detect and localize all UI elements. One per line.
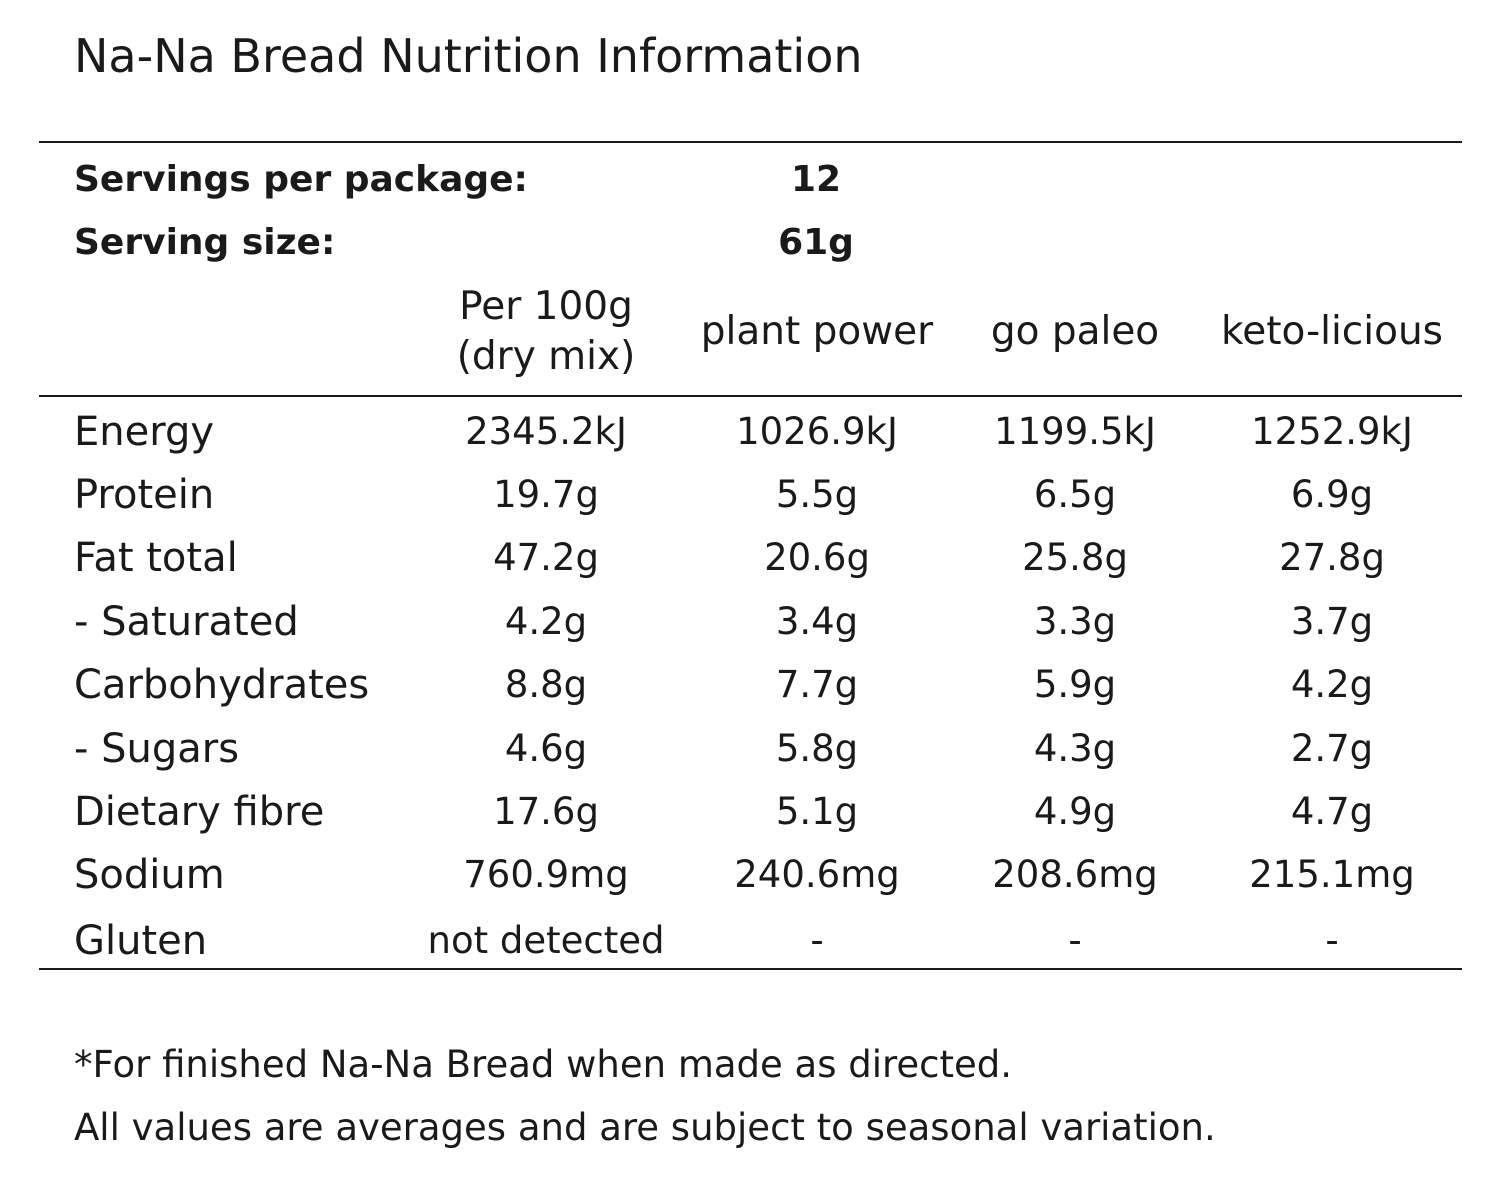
row-value-keto-licious: 1252.9kJ: [1251, 410, 1413, 453]
row-value-per-100g: 8.8g: [504, 663, 588, 706]
row-value-per-100g: 760.9mg: [463, 853, 629, 896]
row-value-per-100g: not detected: [427, 919, 665, 962]
row-value-keto-licious: 3.7g: [1290, 600, 1374, 643]
row-value-go-paleo: 6.5g: [1033, 473, 1117, 516]
column-header-per-100g-line2: (dry mix): [456, 334, 636, 379]
row-value-go-paleo: 25.8g: [1022, 536, 1128, 579]
row-value-go-paleo: 3.3g: [1033, 600, 1117, 643]
row-label: Dietary fibre: [74, 789, 325, 835]
column-header-keto-licious: keto-licious: [1221, 309, 1443, 354]
row-value-per-100g: 17.6g: [493, 790, 599, 833]
divider-mid: [39, 395, 1462, 397]
row-value-go-paleo: 1199.5kJ: [994, 410, 1156, 453]
page-title: Na-Na Bread Nutrition Information: [74, 29, 863, 83]
row-value-plant-power: 240.6mg: [734, 853, 900, 896]
row-value-keto-licious: 27.8g: [1279, 536, 1385, 579]
row-label: Energy: [74, 409, 215, 455]
row-value-go-paleo: 5.9g: [1033, 663, 1117, 706]
row-value-keto-licious: 2.7g: [1290, 727, 1374, 770]
row-label: Protein: [74, 472, 215, 518]
row-value-plant-power: 1026.9kJ: [736, 410, 898, 453]
row-label: Fat total: [74, 535, 238, 581]
servings-per-package-value: 12: [790, 159, 842, 200]
column-header-per-100g: Per 100g (dry mix): [412, 282, 680, 382]
row-label: - Saturated: [74, 599, 299, 645]
serving-size-label: Serving size:: [74, 222, 336, 263]
row-value-plant-power: 20.6g: [764, 536, 870, 579]
row-value-per-100g: 19.7g: [493, 473, 599, 516]
row-value-plant-power: -: [810, 919, 824, 962]
servings-per-package-label: Servings per package:: [74, 159, 528, 200]
serving-size-value: 61g: [778, 222, 854, 263]
row-value-keto-licious: 6.9g: [1290, 473, 1374, 516]
row-value-keto-licious: 215.1mg: [1249, 853, 1415, 896]
row-value-plant-power: 5.1g: [775, 790, 859, 833]
row-value-go-paleo: 4.3g: [1033, 727, 1117, 770]
footnote-preparation: *For finished Na-Na Bread when made as d…: [74, 1043, 1013, 1086]
row-value-keto-licious: 4.2g: [1290, 663, 1374, 706]
row-label: Sodium: [74, 852, 225, 898]
footnote-averages: All values are averages and are subject …: [74, 1106, 1216, 1149]
row-label: Carbohydrates: [74, 662, 370, 708]
row-value-per-100g: 4.6g: [504, 727, 588, 770]
column-header-go-paleo: go paleo: [990, 309, 1160, 354]
divider-bottom: [39, 968, 1462, 970]
row-value-per-100g: 2345.2kJ: [465, 410, 627, 453]
row-value-keto-licious: -: [1325, 919, 1339, 962]
column-header-per-100g-line1: Per 100g: [459, 284, 633, 329]
row-value-go-paleo: -: [1068, 919, 1082, 962]
row-value-per-100g: 4.2g: [504, 600, 588, 643]
row-value-go-paleo: 208.6mg: [992, 853, 1158, 896]
row-label: - Sugars: [74, 726, 240, 772]
column-header-plant-power: plant power: [700, 309, 934, 354]
row-value-plant-power: 5.8g: [775, 727, 859, 770]
row-value-per-100g: 47.2g: [493, 536, 599, 579]
row-value-plant-power: 3.4g: [775, 600, 859, 643]
row-value-plant-power: 5.5g: [775, 473, 859, 516]
divider-top: [39, 141, 1462, 143]
row-value-plant-power: 7.7g: [775, 663, 859, 706]
row-value-go-paleo: 4.9g: [1033, 790, 1117, 833]
row-value-keto-licious: 4.7g: [1290, 790, 1374, 833]
row-label: Gluten: [74, 918, 208, 964]
